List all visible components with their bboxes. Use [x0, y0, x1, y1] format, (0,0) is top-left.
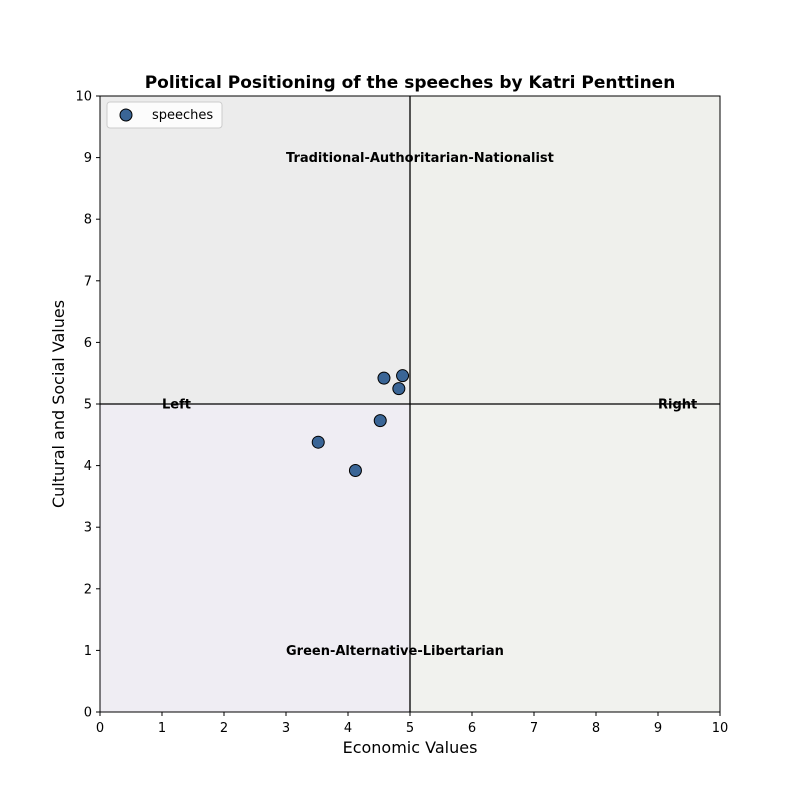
data-point	[392, 382, 406, 396]
data-point	[377, 371, 391, 385]
x-tick-label: 9	[654, 721, 662, 736]
y-tick-label: 7	[84, 274, 92, 289]
x-tick-label: 6	[468, 721, 476, 736]
quadrant-annotations: Traditional-Authoritarian-Nationalist Gre…	[162, 151, 697, 659]
x-tick-label: 10	[712, 721, 729, 736]
x-tick-label: 1	[158, 721, 166, 736]
y-tick-label: 6	[84, 336, 92, 351]
plot-frame	[99, 95, 721, 713]
y-tick-label: 3	[84, 521, 92, 536]
y-tick-label: 9	[84, 151, 92, 166]
x-axis-label: Economic Values	[343, 738, 478, 757]
chart-title: Political Positioning of the speeches by…	[145, 73, 676, 93]
quadrant-bottom-left	[100, 404, 410, 712]
x-tick-label: 2	[220, 721, 228, 736]
quadrant-annotation: Right	[658, 398, 697, 413]
y-tick-label: 4	[84, 459, 92, 474]
y-tick-label: 5	[84, 398, 92, 413]
y-axis-ticks: 0 1 2 3 4 5 6 7 8 9 10	[75, 90, 100, 721]
x-axis-ticks: 0 1 2 3 4 5 6 7 8 9 10	[96, 712, 728, 736]
y-tick-label: 2	[84, 582, 92, 597]
legend-label: speeches	[152, 108, 213, 123]
legend-marker	[119, 108, 133, 122]
y-tick-label: 10	[75, 90, 92, 105]
data-point	[373, 414, 387, 428]
quadrant-top-right	[410, 96, 720, 404]
quadrant-bottom-right	[410, 404, 720, 712]
data-point	[311, 435, 325, 449]
x-tick-label: 5	[406, 721, 414, 736]
quadrant-annotation: Left	[162, 398, 191, 413]
x-tick-label: 7	[530, 721, 538, 736]
x-tick-label: 8	[592, 721, 600, 736]
legend: speeches	[106, 101, 223, 129]
y-axis-label: Cultural and Social Values	[49, 300, 68, 508]
quadrant-top-left	[100, 96, 410, 404]
data-points	[311, 369, 410, 478]
x-tick-label: 0	[96, 721, 104, 736]
quadrant-annotation: Traditional-Authoritarian-Nationalist	[286, 151, 554, 166]
legend-box	[106, 101, 223, 129]
x-tick-label: 3	[282, 721, 290, 736]
data-point	[396, 369, 410, 383]
data-point	[348, 464, 362, 478]
quadrant-annotation: Green-Alternative-Libertarian	[286, 644, 504, 659]
y-tick-label: 0	[84, 706, 92, 721]
x-tick-label: 4	[344, 721, 352, 736]
y-tick-label: 8	[84, 213, 92, 228]
y-tick-label: 1	[84, 644, 92, 659]
